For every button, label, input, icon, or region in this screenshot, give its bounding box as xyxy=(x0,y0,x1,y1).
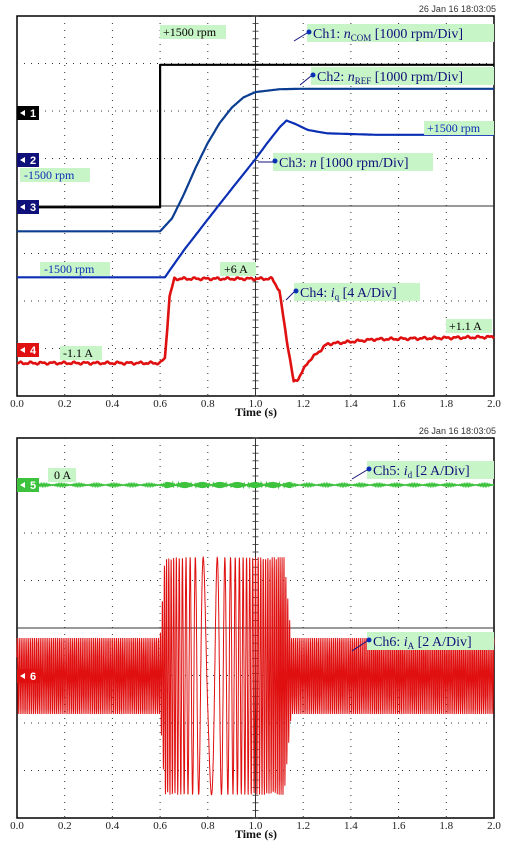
annotation-ch4-plus1-1a: +1.1 A xyxy=(449,319,482,333)
x-tick-label: 1.2 xyxy=(296,820,310,832)
x-tick-label: 1.2 xyxy=(296,398,310,410)
channel-marker-text: 1 xyxy=(30,108,36,120)
x-tick-label: 0.4 xyxy=(106,398,120,410)
ch4-label-dot xyxy=(294,289,299,294)
channel-marker-text: 2 xyxy=(30,155,36,167)
ch1-label: Ch1: nCOM [1000 rpm/Div] xyxy=(313,27,463,43)
x-tick-label: 1.4 xyxy=(344,398,358,410)
x-tick-label: 0.0 xyxy=(10,398,24,410)
annotation-ch4-minus1-1a: -1.1 A xyxy=(63,346,93,360)
x-tick-label: 2.0 xyxy=(487,820,501,832)
x-tick-label: 0.8 xyxy=(201,820,215,832)
x-tick-label: 0.8 xyxy=(201,398,215,410)
x-tick-label: 0.2 xyxy=(58,820,72,832)
annotation-ch3-plus1500: +1500 rpm xyxy=(427,121,481,135)
x-tick-label: 1.8 xyxy=(439,398,453,410)
ch4-label: Ch4: iq [4 A/Div] xyxy=(300,286,397,302)
x-tick-label: 1.4 xyxy=(344,820,358,832)
annotation-ch4-plus6a: +6 A xyxy=(224,262,248,276)
top-x-axis-label: Time (s) xyxy=(235,405,277,419)
x-tick-label: 1.6 xyxy=(392,820,406,832)
x-tick-label: 0.6 xyxy=(153,820,167,832)
x-tick-label: 0.0 xyxy=(10,820,24,832)
ch5-label: Ch5: id [2 A/Div] xyxy=(373,464,470,480)
ch1-label-dot xyxy=(307,30,312,35)
channel-marker-text: 3 xyxy=(30,202,36,214)
annotation-ch1-plus1500: +1500 rpm xyxy=(163,25,217,39)
ch6-label-dot xyxy=(367,638,372,643)
top-timestamp: 26 Jan 16 18:03:05 xyxy=(419,4,496,14)
ch6-label: Ch6: iA [2 A/Div] xyxy=(373,635,472,651)
ch2-label: Ch2: nREF [1000 rpm/Div] xyxy=(317,70,463,86)
channel-marker-text: 5 xyxy=(30,480,36,492)
x-tick-label: 0.2 xyxy=(58,398,72,410)
ch3-label-dot xyxy=(273,159,278,164)
bottom-annotations: 0 A xyxy=(48,468,76,482)
ch2-label-dot xyxy=(311,73,316,78)
channel-marker-text: 6 xyxy=(30,671,36,683)
ch5-label-dot xyxy=(367,467,372,472)
x-tick-label: 1.6 xyxy=(392,398,406,410)
bottom-x-axis-label: Time (s) xyxy=(235,827,277,841)
annotation-ch3-minus1500: -1500 rpm xyxy=(44,262,95,276)
annotation-ch1-minus1500: -1500 rpm xyxy=(24,168,75,182)
ch3-label: Ch3: n [1000 rpm/Div] xyxy=(279,156,409,171)
annotation-ch5-0a: 0 A xyxy=(54,468,71,482)
x-tick-label: 0.4 xyxy=(106,820,120,832)
x-tick-label: 1.8 xyxy=(439,820,453,832)
bottom-timestamp: 26 Jan 16 18:03:05 xyxy=(419,426,496,436)
channel-marker-text: 4 xyxy=(30,345,37,357)
x-tick-label: 2.0 xyxy=(487,398,501,410)
x-tick-label: 0.6 xyxy=(153,398,167,410)
